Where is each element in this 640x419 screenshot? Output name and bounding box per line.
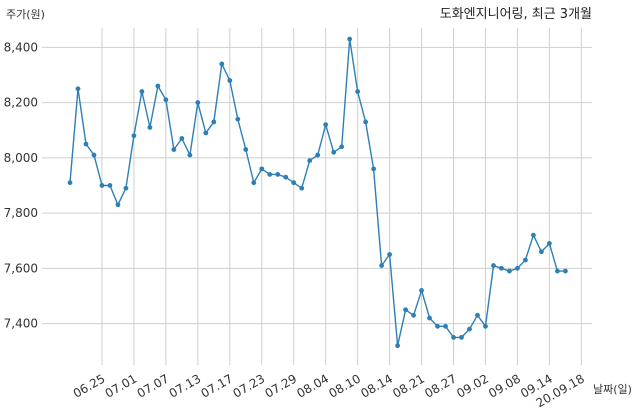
data-point [211, 119, 217, 125]
data-point [219, 61, 225, 67]
chart-title: 도화엔지니어링, 최근 3개월 [440, 7, 592, 22]
data-point [227, 78, 233, 83]
data-point [195, 100, 201, 105]
data-point [299, 185, 305, 191]
x-tick-label: 07.07 [135, 371, 172, 400]
data-point [395, 343, 400, 349]
data-point [323, 122, 329, 128]
data-point [427, 315, 432, 321]
data-point [491, 263, 496, 268]
data-point [91, 152, 97, 158]
data-point [267, 172, 273, 177]
data-point [99, 183, 105, 188]
data-point [187, 152, 193, 158]
data-point [562, 268, 568, 274]
data-point [547, 241, 552, 246]
data-point [315, 152, 321, 158]
data-point [67, 180, 73, 186]
data-point [475, 312, 480, 318]
data-point [283, 174, 289, 180]
data-point [307, 158, 313, 163]
data-point [459, 334, 464, 340]
data-point [75, 86, 81, 92]
data-point [235, 116, 241, 122]
data-point [531, 232, 536, 238]
data-point [155, 83, 161, 89]
data-point [203, 130, 209, 136]
data-point [387, 252, 392, 257]
x-tick-label: 07.13 [167, 371, 204, 400]
data-point [171, 147, 177, 152]
data-point [291, 180, 297, 186]
x-tick-label: 08.21 [390, 371, 427, 400]
data-point [339, 144, 345, 150]
data-point [147, 125, 153, 130]
y-tick-label: 8,200 [4, 96, 38, 110]
label-layer: 주가(원) 도화엔지니어링, 최근 3개월 날짜(일) [6, 7, 632, 396]
data-point [347, 36, 353, 42]
point-layer [67, 36, 568, 349]
data-point [363, 119, 369, 125]
data-point [83, 141, 89, 147]
x-tick-label: 08.27 [422, 371, 459, 400]
x-tick-label: 08.10 [326, 371, 363, 400]
price-line [69, 38, 566, 347]
y-axis-label: 주가(원) [6, 8, 45, 21]
x-tick-label: 07.17 [199, 371, 236, 400]
data-point [443, 323, 448, 329]
y-tick-label: 8,400 [4, 40, 38, 54]
x-tick-label: 07.29 [262, 371, 299, 400]
data-point [499, 265, 504, 271]
data-point [243, 147, 249, 152]
data-point [411, 312, 416, 318]
x-tick-label: 09.02 [454, 371, 491, 400]
data-point [515, 265, 520, 271]
axis-layer: 7,400 7,600 7,800 8,000 8,200 8,400 06.2507.01… [4, 40, 587, 410]
y-tick-label: 8,000 [4, 151, 38, 165]
data-point [467, 326, 472, 332]
data-point [331, 149, 337, 155]
data-point [523, 257, 528, 263]
data-point [259, 166, 265, 172]
data-point [123, 185, 129, 191]
data-point [379, 263, 385, 268]
data-point [403, 307, 408, 313]
data-point [107, 183, 113, 188]
data-point [131, 133, 137, 139]
y-tick-label: 7,400 [4, 317, 38, 331]
data-point [251, 180, 257, 186]
line-layer [69, 38, 566, 347]
x-tick-label: 07.23 [231, 371, 268, 400]
data-point [179, 136, 185, 141]
y-tick-label: 7,800 [4, 206, 38, 220]
data-point [163, 97, 169, 103]
data-point [275, 172, 281, 177]
data-point [115, 202, 121, 208]
data-point [355, 89, 361, 94]
data-point [419, 288, 424, 293]
x-tick-label: 09.08 [486, 371, 523, 400]
x-tick-label: 06.25 [71, 371, 108, 400]
y-tick-label: 7,600 [4, 261, 38, 275]
data-point [483, 323, 488, 329]
data-point [539, 249, 544, 255]
x-tick-label: 08.04 [294, 371, 331, 400]
data-point [139, 89, 145, 94]
x-axis-label: 날짜(일) [593, 382, 632, 396]
data-point [507, 268, 512, 274]
data-point [554, 268, 560, 274]
data-point [371, 166, 377, 172]
data-point [451, 334, 456, 340]
grid-layer [42, 28, 592, 365]
x-tick-label: 07.01 [103, 371, 140, 400]
data-point [435, 323, 440, 329]
x-tick-label: 08.14 [358, 371, 395, 400]
